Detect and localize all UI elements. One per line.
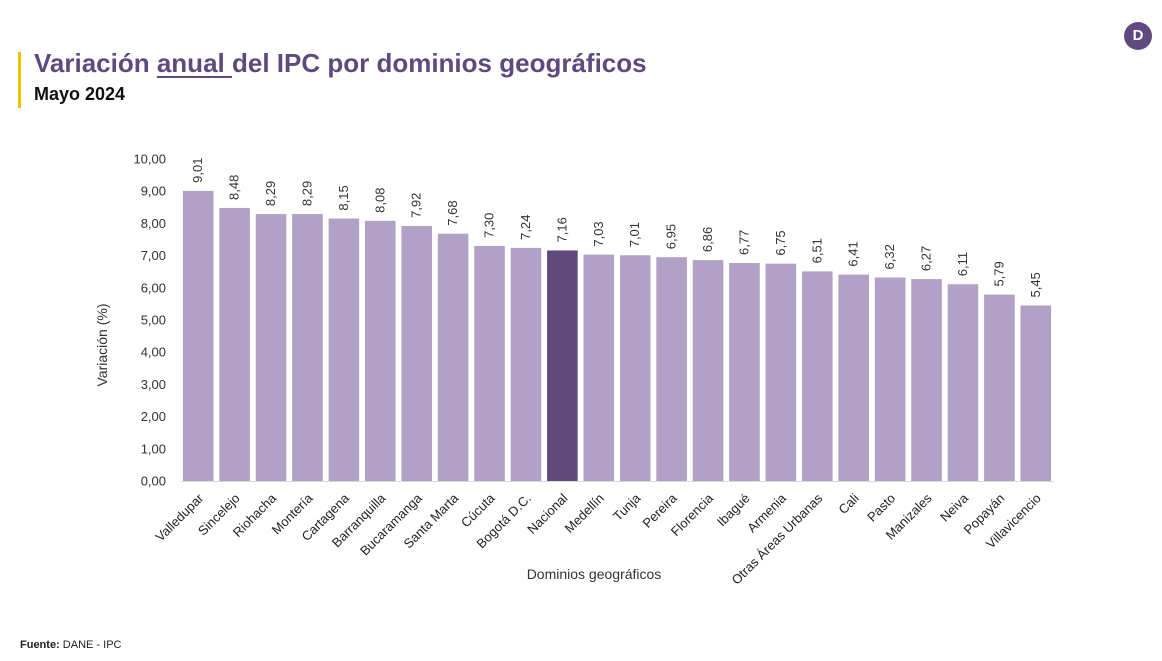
bar-value-label: 8,48 <box>227 175 242 200</box>
bar-value-label: 8,29 <box>299 181 314 206</box>
bar-value-label: 5,45 <box>1028 272 1043 297</box>
page-subtitle: Mayo 2024 <box>34 84 126 104</box>
title-text-start: Variación <box>34 48 157 78</box>
y-tick-label: 6,00 <box>141 280 166 295</box>
x-tick-label: Tunja <box>610 490 644 524</box>
source-text: DANE - IPC <box>62 639 122 651</box>
chart-axes: 0,00 1,00 2,00 3,00 4,00 5,00 6,00 7,00 8,00 9,00… <box>133 152 1054 489</box>
bar-cali <box>838 274 870 481</box>
bar-value-label: 7,24 <box>518 215 533 240</box>
chart-value-labels: 9,01 8,48 8,29 8,29 8,15 8,08 7,92 7,68 7,30 7,24… <box>190 158 1043 298</box>
title-text-end: del IPC por dominios geográficos <box>231 48 647 78</box>
bar-value-label: 9,01 <box>190 158 205 183</box>
bar-bogot-d-c- <box>510 247 542 481</box>
title-accent-bar <box>18 52 21 108</box>
bar-tunja <box>619 255 651 481</box>
bar-neiva <box>947 284 979 481</box>
x-axis-title: Dominios geográficos <box>527 566 662 582</box>
y-tick-label: 10,00 <box>133 152 166 167</box>
y-tick-label: 1,00 <box>141 441 166 456</box>
y-tick-label: 4,00 <box>141 345 166 360</box>
bar-cartagena <box>328 218 360 481</box>
page-title: Variación anual del IPC por dominios geo… <box>34 48 647 79</box>
bar-value-label: 8,08 <box>372 188 387 213</box>
source-label: Fuente: <box>20 639 60 651</box>
bar-value-label: 5,79 <box>991 261 1006 286</box>
bar-value-label: 6,75 <box>773 230 788 255</box>
x-tick-label: Neiva <box>937 490 972 525</box>
bar-manizales <box>911 279 942 481</box>
bar-medell-n <box>583 254 615 481</box>
bar-pasto <box>874 277 906 481</box>
bar-value-label: 7,92 <box>409 193 424 218</box>
bar-otras-reas-urbanas <box>801 271 833 481</box>
bar-value-label: 7,16 <box>554 217 569 242</box>
bar-c-cuta <box>474 245 505 481</box>
x-tick-label: Valledupar <box>152 490 206 544</box>
bar-value-label: 6,86 <box>700 227 715 252</box>
bar-pereira <box>656 257 687 481</box>
y-tick-label: 7,00 <box>141 248 166 263</box>
bar-value-label: 7,03 <box>591 221 606 246</box>
bar-value-label: 6,11 <box>955 252 970 276</box>
bar-value-label: 6,77 <box>736 230 751 255</box>
x-tick-label: Pasto <box>864 491 898 525</box>
bar-ibagu- <box>729 263 760 481</box>
y-tick-label: 8,00 <box>141 216 166 231</box>
bar-armenia <box>765 263 797 481</box>
title-text-underlined: anual <box>156 48 232 78</box>
y-tick-label: 5,00 <box>141 313 166 328</box>
bar-value-label: 8,15 <box>336 185 351 210</box>
bar-value-label: 7,01 <box>627 222 642 247</box>
dane-logo-icon: D <box>1124 22 1152 50</box>
bar-nacional <box>547 250 578 481</box>
bar-bucaramanga <box>401 225 433 481</box>
x-tick-label: Cali <box>835 490 862 517</box>
bar-value-label: 6,41 <box>846 241 861 266</box>
bar-value-label: 7,68 <box>445 200 460 225</box>
bar-barranquilla <box>364 220 396 481</box>
logo-letter: D <box>1132 27 1144 44</box>
chart-bars <box>182 190 1052 482</box>
bar-valledupar <box>182 190 214 482</box>
bar-santa-marta <box>437 233 469 481</box>
bar-monter-a <box>292 214 323 481</box>
y-tick-label: 3,00 <box>141 377 166 392</box>
bar-value-label: 7,30 <box>482 213 497 238</box>
bar-value-label: 6,27 <box>919 246 934 271</box>
y-tick-label: 2,00 <box>141 409 166 424</box>
source-note: Fuente: DANE - IPC <box>20 639 121 651</box>
bar-value-label: 6,51 <box>809 238 824 263</box>
bar-popay-n <box>984 294 1015 481</box>
bar-value-label: 6,32 <box>882 244 897 269</box>
x-tick-label: Medellín <box>562 491 607 536</box>
y-tick-label: 0,00 <box>141 474 166 489</box>
bar-value-label: 8,29 <box>263 181 278 206</box>
bar-value-label: 6,95 <box>664 224 679 249</box>
x-tick-label: Nacional <box>524 490 570 536</box>
bar-florencia <box>692 260 724 481</box>
bar-sincelejo <box>219 207 250 481</box>
bar-riohacha <box>255 214 287 481</box>
y-axis-title: Variación (%) <box>94 304 110 387</box>
y-tick-label: 9,00 <box>141 184 166 199</box>
bar-villavicencio <box>1020 305 1052 481</box>
